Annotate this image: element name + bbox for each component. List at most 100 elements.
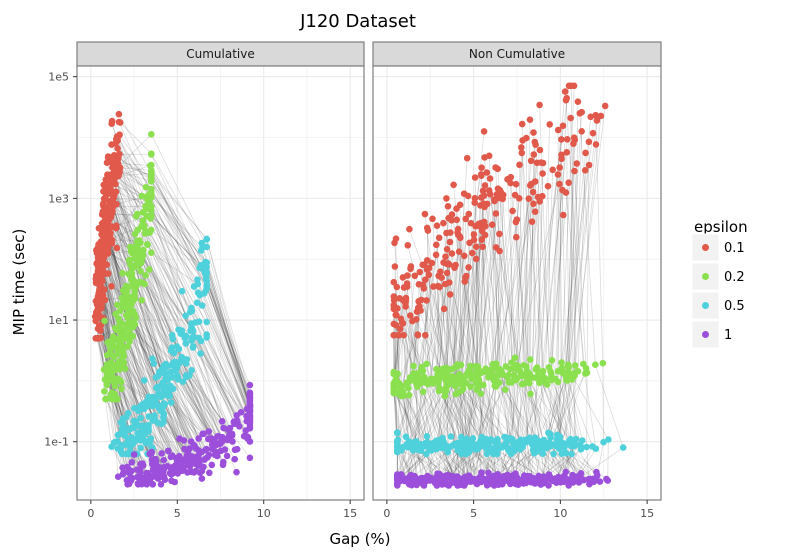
point-eps-0.1 bbox=[486, 191, 494, 198]
point-eps-0.5 bbox=[188, 304, 195, 312]
point-eps-0.2 bbox=[119, 269, 126, 277]
instance-line bbox=[477, 174, 494, 480]
instance-line bbox=[396, 283, 420, 480]
point-eps-1 bbox=[223, 452, 231, 460]
instance-line bbox=[106, 162, 251, 459]
point-eps-0.2 bbox=[545, 364, 553, 371]
point-eps-1 bbox=[454, 482, 462, 489]
point-eps-0.1 bbox=[491, 196, 498, 203]
point-eps-0.1 bbox=[480, 192, 488, 199]
point-eps-1 bbox=[596, 478, 604, 485]
point-eps-0.5 bbox=[491, 445, 499, 453]
point-eps-0.5 bbox=[487, 436, 495, 443]
instance-line bbox=[540, 189, 591, 482]
point-eps-0.5 bbox=[532, 443, 539, 450]
point-eps-0.5 bbox=[145, 422, 152, 429]
point-eps-0.1 bbox=[601, 102, 609, 110]
instance-line bbox=[546, 137, 575, 480]
point-eps-0.2 bbox=[392, 389, 400, 396]
point-eps-0.1 bbox=[423, 266, 431, 274]
point-eps-0.1 bbox=[448, 250, 456, 257]
point-eps-1 bbox=[590, 478, 597, 486]
instance-line bbox=[525, 181, 541, 480]
instance-line bbox=[411, 334, 438, 480]
point-eps-0.2 bbox=[435, 374, 442, 382]
instance-line bbox=[426, 271, 459, 486]
point-eps-0.5 bbox=[469, 435, 477, 442]
instance-line bbox=[109, 182, 224, 465]
point-eps-0.2 bbox=[148, 213, 155, 220]
legend-swatch-0.2 bbox=[702, 273, 709, 280]
point-eps-0.2 bbox=[565, 361, 572, 369]
point-eps-1 bbox=[545, 471, 553, 478]
point-eps-0.1 bbox=[565, 82, 573, 90]
instance-line bbox=[544, 152, 590, 485]
point-eps-0.1 bbox=[395, 331, 402, 339]
instance-line bbox=[110, 157, 236, 450]
point-eps-0.1 bbox=[406, 225, 413, 233]
instance-line bbox=[98, 316, 132, 478]
point-eps-0.1 bbox=[531, 208, 539, 215]
instance-line bbox=[464, 201, 499, 484]
point-eps-1 bbox=[246, 398, 254, 405]
instance-line bbox=[103, 229, 193, 457]
instance-line bbox=[118, 121, 251, 406]
point-eps-1 bbox=[577, 474, 585, 482]
point-eps-0.1 bbox=[422, 331, 429, 339]
point-eps-0.5 bbox=[139, 422, 146, 430]
instance-line bbox=[546, 163, 578, 476]
panel-non-cumulative: Non Cumulative 0 5 10 15 bbox=[372, 41, 662, 520]
instance-line bbox=[116, 195, 247, 417]
instance-line bbox=[96, 279, 141, 465]
point-eps-0.5 bbox=[579, 437, 586, 444]
instance-line bbox=[407, 245, 468, 479]
instance-line bbox=[452, 219, 461, 480]
instance-line bbox=[116, 133, 251, 411]
point-eps-1 bbox=[176, 435, 183, 443]
instance-line bbox=[106, 191, 236, 460]
instance-line bbox=[411, 299, 454, 478]
instance-line bbox=[526, 184, 533, 477]
point-eps-0.2 bbox=[488, 366, 496, 373]
point-eps-0.1 bbox=[563, 149, 571, 156]
instance-line bbox=[110, 213, 222, 451]
point-eps-0.1 bbox=[531, 138, 539, 146]
instance-line bbox=[101, 304, 163, 471]
point-eps-0.5 bbox=[160, 414, 167, 422]
point-eps-0.1 bbox=[402, 294, 410, 302]
instance-line bbox=[409, 229, 458, 479]
point-eps-0.1 bbox=[513, 233, 520, 241]
instance-line bbox=[472, 175, 494, 478]
point-eps-1 bbox=[167, 471, 175, 478]
point-eps-0.5 bbox=[555, 445, 563, 453]
instance-line bbox=[116, 214, 251, 413]
point-eps-1 bbox=[193, 445, 200, 453]
point-eps-0.1 bbox=[492, 210, 500, 217]
instance-line bbox=[469, 234, 522, 486]
instance-line bbox=[104, 198, 200, 465]
point-eps-0.1 bbox=[527, 157, 535, 165]
panels: Cumulative 0 5 10 15 1e-1 1e1 1e3 1e5 Non Cumulat… bbox=[44, 41, 662, 520]
point-eps-0.5 bbox=[194, 280, 202, 288]
point-eps-0.5 bbox=[501, 433, 508, 441]
instance-line bbox=[112, 173, 248, 439]
x-tick-label: 10 bbox=[553, 507, 567, 520]
point-eps-0.5 bbox=[117, 443, 125, 450]
point-eps-0.1 bbox=[423, 224, 431, 232]
point-eps-0.1 bbox=[500, 191, 507, 199]
point-eps-0.2 bbox=[124, 299, 132, 307]
instance-line bbox=[519, 164, 544, 484]
instance-line bbox=[495, 213, 539, 480]
point-eps-0.5 bbox=[538, 445, 545, 452]
point-eps-1 bbox=[221, 446, 229, 453]
point-eps-1 bbox=[472, 476, 479, 483]
point-eps-0.1 bbox=[112, 188, 120, 195]
instance-line bbox=[101, 255, 173, 474]
instance-line bbox=[107, 220, 231, 439]
instance-line bbox=[519, 147, 546, 477]
x-tick-label: 5 bbox=[174, 507, 181, 520]
instance-line bbox=[470, 194, 502, 479]
instance-line bbox=[540, 124, 607, 480]
point-eps-0.5 bbox=[152, 398, 160, 406]
